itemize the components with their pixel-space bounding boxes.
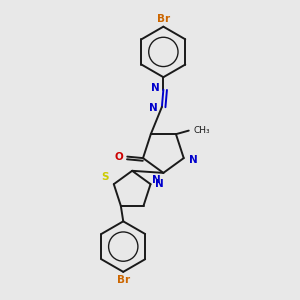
Text: N: N [155, 179, 164, 189]
Text: N: N [149, 103, 158, 113]
Text: Br: Br [117, 275, 130, 285]
Text: N: N [151, 83, 159, 94]
Text: N: N [189, 154, 198, 165]
Text: CH₃: CH₃ [194, 126, 210, 135]
Text: N: N [152, 175, 161, 185]
Text: O: O [114, 152, 123, 162]
Text: Br: Br [157, 14, 170, 24]
Text: S: S [101, 172, 108, 182]
